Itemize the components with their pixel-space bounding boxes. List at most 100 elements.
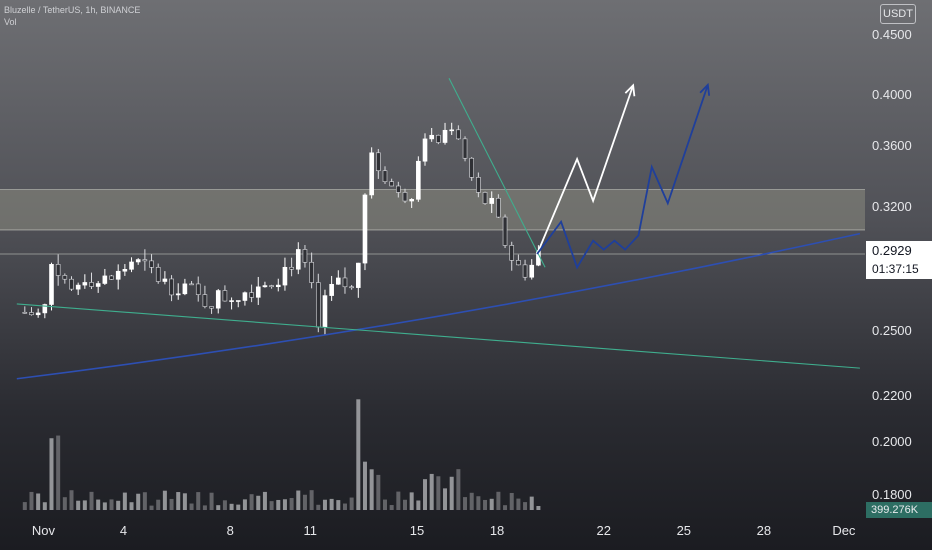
candle-body[interactable] (35, 312, 41, 316)
candle-body[interactable] (302, 249, 308, 263)
candle-body[interactable] (75, 284, 81, 290)
candle-body[interactable] (456, 129, 461, 140)
trendline-descending-trend[interactable] (16, 303, 860, 369)
volume-bar (536, 505, 541, 510)
candle-body[interactable] (189, 283, 194, 286)
candle-body[interactable] (496, 197, 501, 218)
candle-body[interactable] (482, 192, 488, 204)
candle-body[interactable] (315, 282, 321, 328)
candle-body[interactable] (262, 285, 268, 288)
candle-body[interactable] (42, 304, 48, 314)
volume-bar (356, 399, 361, 510)
candle-body[interactable] (295, 249, 301, 270)
candle-body[interactable] (142, 259, 148, 262)
time-tick-label: 4 (120, 523, 127, 538)
candle-body[interactable] (29, 312, 34, 316)
candle-body[interactable] (502, 216, 508, 246)
candle-body[interactable] (409, 199, 414, 202)
candle-body[interactable] (449, 129, 454, 132)
volume-bar (229, 503, 234, 510)
candle-body[interactable] (349, 286, 354, 289)
candle-body[interactable] (182, 283, 188, 295)
candle-body[interactable] (356, 262, 361, 288)
time-tick-label: 18 (490, 523, 504, 538)
candle-body[interactable] (376, 152, 381, 172)
trendline-short-downtrend[interactable] (448, 78, 546, 268)
candle-body[interactable] (382, 170, 388, 182)
candle-body[interactable] (242, 292, 248, 301)
candle-body[interactable] (102, 275, 108, 284)
candle-body[interactable] (222, 290, 228, 302)
candle-body[interactable] (362, 194, 368, 264)
candle-body[interactable] (49, 264, 54, 305)
candle-body[interactable] (436, 134, 441, 143)
projection-blue-arrow[interactable] (536, 84, 709, 270)
candle-body[interactable] (329, 283, 334, 296)
candle-body[interactable] (55, 264, 61, 276)
candle-body[interactable] (322, 295, 328, 328)
candle-body[interactable] (229, 300, 234, 302)
candle-body[interactable] (269, 285, 274, 288)
trendline-ascending-support[interactable] (16, 232, 861, 380)
candle-body[interactable] (249, 292, 254, 298)
candle-body[interactable] (82, 282, 88, 286)
candle-body[interactable] (129, 261, 134, 270)
candle-body[interactable] (416, 160, 421, 200)
candle-body[interactable] (509, 245, 515, 261)
candle-body[interactable] (175, 293, 181, 296)
projection-white-arrow[interactable] (536, 85, 634, 255)
candle-body[interactable] (442, 129, 448, 143)
volume-bar (22, 502, 27, 510)
candle-body[interactable] (255, 286, 261, 298)
candle-body[interactable] (469, 157, 475, 178)
candle-body[interactable] (69, 278, 74, 290)
candle-body[interactable] (489, 197, 495, 204)
candle-body[interactable] (115, 270, 121, 280)
candle-body[interactable] (169, 278, 174, 296)
candle-body[interactable] (22, 311, 28, 314)
candle-body[interactable] (155, 267, 161, 282)
volume-bar (129, 502, 134, 510)
candle-body[interactable] (396, 185, 401, 193)
candle-body[interactable] (202, 294, 208, 307)
volume-bar (342, 503, 347, 510)
candle-body[interactable] (522, 264, 528, 278)
candle-body[interactable] (149, 260, 154, 268)
candle-body[interactable] (122, 269, 128, 272)
candle-body[interactable] (516, 260, 521, 266)
time-tick-label: 8 (227, 523, 234, 538)
candle-body[interactable] (95, 283, 101, 287)
candle-body[interactable] (289, 266, 294, 270)
candle-body[interactable] (89, 282, 94, 287)
candle-body[interactable] (282, 266, 288, 286)
currency-button[interactable]: USDT (880, 4, 916, 24)
candle-body[interactable] (209, 306, 214, 309)
candle-body[interactable] (275, 284, 281, 288)
volume-bar (382, 499, 387, 510)
candle-body[interactable] (162, 278, 168, 282)
candle-body[interactable] (309, 261, 314, 283)
volume-bar (389, 505, 394, 510)
candle-body[interactable] (389, 181, 394, 187)
candle-body[interactable] (135, 259, 141, 263)
candle-body[interactable] (462, 138, 468, 159)
volume-bar (276, 499, 281, 510)
candle-body[interactable] (429, 134, 434, 140)
candle-body[interactable] (215, 290, 221, 309)
volume-bar (349, 497, 354, 510)
candle-body[interactable] (109, 275, 114, 280)
candle-body[interactable] (529, 264, 535, 278)
candle-body[interactable] (476, 177, 481, 193)
candle-body[interactable] (195, 283, 201, 295)
candle-body[interactable] (336, 277, 341, 285)
bar-countdown-badge: 01:37:15 (866, 260, 932, 279)
candle-body[interactable] (369, 152, 374, 196)
candle-body[interactable] (235, 300, 241, 302)
candle-body[interactable] (62, 275, 68, 280)
candle-body[interactable] (342, 277, 348, 288)
candle-body[interactable] (402, 192, 408, 202)
candle-body[interactable] (422, 138, 428, 162)
volume-bar (503, 505, 508, 510)
